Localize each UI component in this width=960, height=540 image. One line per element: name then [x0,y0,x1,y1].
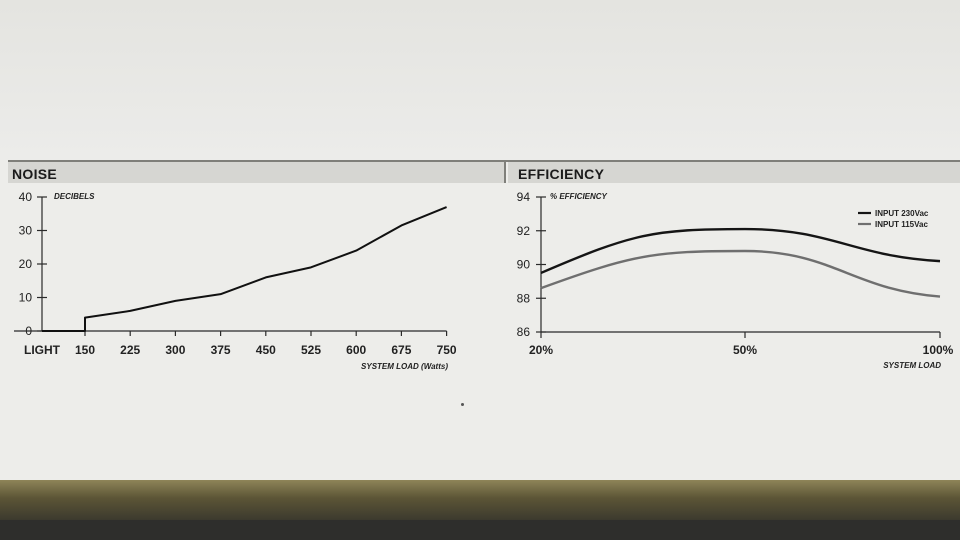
noise-header-band [8,161,504,183]
noise-x-tick-label: 375 [211,343,231,357]
noise-x-tick-label: 750 [437,343,457,357]
noise-x-tick-label: 150 [75,343,95,357]
noise-x-tick-label: LIGHT [24,343,61,357]
efficiency-header-band [508,161,960,183]
speck [461,403,464,406]
noise-y-axis-label: DECIBELS [54,192,95,201]
noise-x-tick-label: 225 [120,343,140,357]
efficiency-y-tick-label: 92 [517,224,531,238]
noise-x-axis-label: SYSTEM LOAD (Watts) [361,362,448,371]
noise-series-line [42,206,447,332]
efficiency-legend-label: INPUT 230Vac [875,209,929,218]
noise-x-tick-label: 525 [301,343,321,357]
noise-panel-title: NOISE [12,166,58,182]
efficiency-y-tick-label: 94 [517,190,531,204]
efficiency-series-line [540,249,941,298]
panel-divider [504,160,506,183]
efficiency-legend-label: INPUT 115Vac [875,220,928,229]
efficiency-x-tick-label: 20% [529,343,553,357]
efficiency-x-axis-label: SYSTEM LOAD [883,361,941,370]
efficiency-panel-title: EFFICIENCY [518,166,605,182]
noise-x-tick-label: 300 [165,343,185,357]
noise-x-tick-label: 675 [391,343,411,357]
noise-y-tick-label: 10 [19,291,33,305]
noise-x-tick-label: 450 [256,343,276,357]
display-frame [0,480,960,520]
efficiency-y-tick-label: 86 [517,325,531,339]
efficiency-y-axis-label: % EFFICIENCY [550,192,608,201]
header-rule [8,160,960,162]
display-frame-shadow [0,520,960,540]
background-wall [0,0,960,160]
efficiency-x-tick-label: 50% [733,343,757,357]
efficiency-x-tick-label: 100% [923,343,954,357]
efficiency-y-tick-label: 88 [517,291,531,305]
efficiency-series-line [540,227,941,275]
noise-y-tick-label: 30 [19,224,33,238]
noise-x-tick-label: 600 [346,343,366,357]
noise-y-tick-label: 40 [19,190,33,204]
noise-y-tick-label: 20 [19,257,33,271]
chart-sheet [0,160,960,480]
efficiency-y-tick-label: 90 [517,258,531,272]
